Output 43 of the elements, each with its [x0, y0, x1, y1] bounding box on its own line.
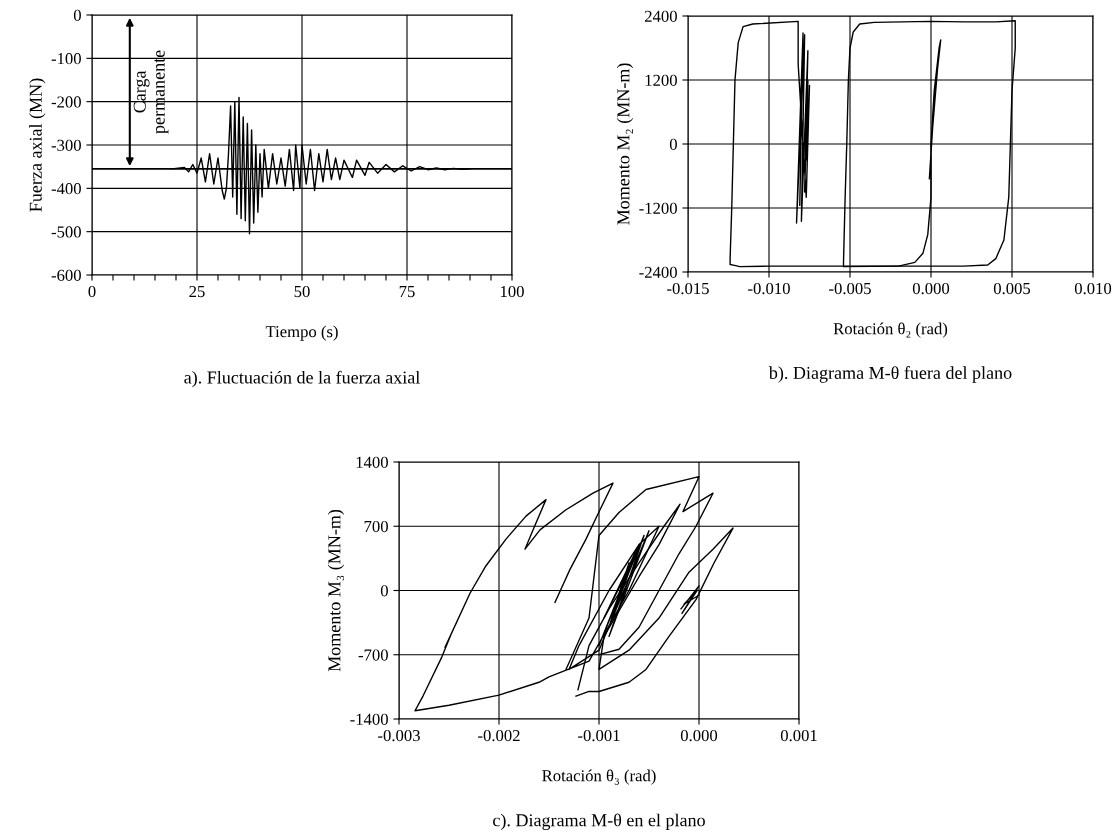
- y-tick-label: 2400: [644, 10, 677, 22]
- x-tick-label: 0: [88, 285, 96, 298]
- y-tick-label: 700: [364, 520, 388, 533]
- x-tick-label: -0.015: [667, 282, 709, 295]
- x-axis-title: Rotación θ₃ (rad): [542, 769, 656, 785]
- x-axis-title: Rotación θ₂ (rad): [833, 322, 948, 338]
- y-tick-label: 0: [73, 9, 81, 21]
- x-tick-label: 75: [399, 286, 415, 298]
- x-tick-label: -0.005: [829, 282, 871, 295]
- y-axis-title: Momento M₃ (MN-m): [327, 509, 345, 672]
- y-tick-label: -1200: [639, 202, 677, 214]
- y-tick-label: 0: [380, 585, 388, 597]
- text: a). Fluctuación de la fuerza axial: [184, 370, 420, 388]
- y-axis-title: Momento M₂ (MN-m): [616, 63, 634, 225]
- text: b). Diagrama M-θ fuera del plano: [768, 366, 1012, 383]
- y-tick-label: 1200: [645, 74, 677, 86]
- x-tick-label: 0.010: [1074, 282, 1112, 295]
- x-tick-label: 0.005: [993, 282, 1031, 295]
- y-tick-label: -100: [51, 53, 81, 65]
- x-tick-label: 0.001: [780, 729, 817, 742]
- x-tick-label: -0.010: [748, 282, 790, 295]
- y-axis-title: Fuerza axial (MN): [29, 78, 46, 212]
- y-tick-label: -1400: [350, 713, 388, 725]
- x-tick-label: 100: [500, 285, 524, 298]
- y-tick-label: -400: [51, 183, 81, 195]
- x-tick-label: -0.002: [478, 729, 520, 742]
- y-tick-label: -200: [51, 96, 81, 108]
- x-tick-label: 0.000: [912, 282, 950, 295]
- text: c). Diagrama M-θ en el plano: [493, 813, 705, 831]
- y-tick-label: -500: [51, 226, 81, 238]
- x-tick-label: 0.000: [680, 729, 718, 742]
- y-tick-label: -600: [51, 269, 81, 281]
- y-tick-label: 0: [669, 138, 677, 150]
- x-tick-label: -0.003: [378, 729, 420, 742]
- y-tick-label: -300: [51, 139, 81, 151]
- y-tick-label: 1400: [356, 456, 388, 468]
- x-tick-label: 25: [189, 285, 205, 298]
- x-axis-title: Tiempo (s): [265, 325, 338, 341]
- x-tick-label: 50: [294, 285, 310, 298]
- y-tick-label: -2400: [639, 266, 677, 278]
- annotation: Carga permanente: [133, 50, 169, 134]
- y-tick-label: -700: [358, 649, 388, 661]
- x-tick-label: -0.001: [578, 729, 620, 742]
